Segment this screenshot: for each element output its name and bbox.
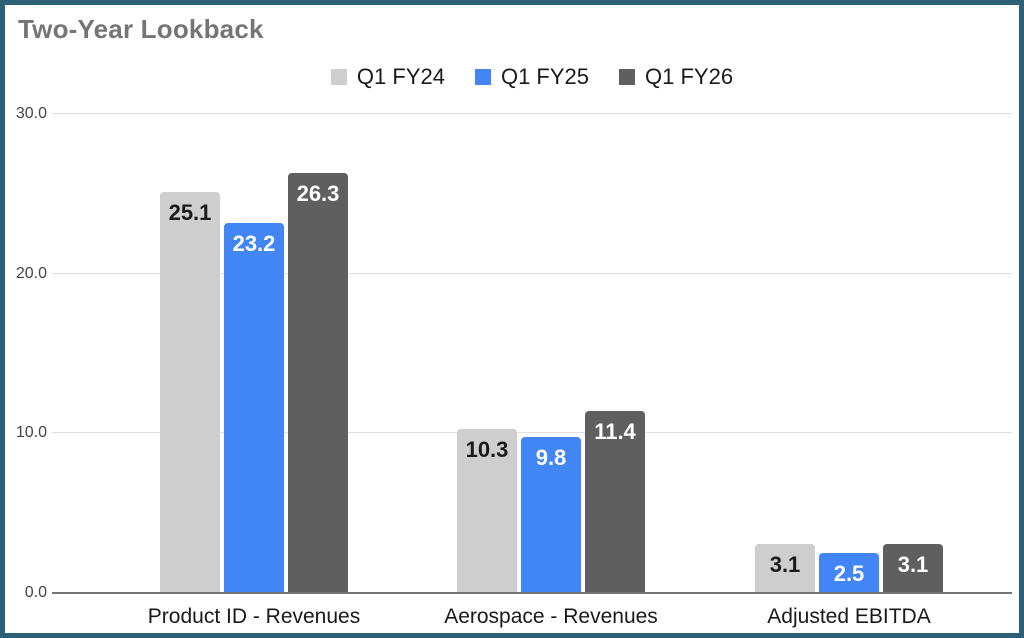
bar-value-label: 25.1 (168, 200, 212, 226)
y-tick-label: 30.0 (15, 105, 47, 122)
x-axis-baseline (52, 592, 1012, 594)
legend-swatch-icon (474, 69, 491, 85)
bar-value-label: 23.2 (232, 230, 276, 256)
gridline (52, 272, 1012, 274)
x-axis-label: Product ID - Revenues (147, 605, 361, 628)
bar-value-label: 9.8 (535, 444, 567, 470)
bar-group: 3.1 2.5 3.1 (755, 114, 943, 593)
plot-area: 0.0 10.0 20.0 30.0 25.1 23.2 26.3 10.3 9.8 11.4 3.… (5, 105, 1019, 601)
x-axis-labels: Product ID - Revenues Aerospace - Revenue… (5, 605, 1019, 633)
gridline (52, 113, 1012, 114)
bar-value-label: 26.3 (296, 181, 340, 207)
y-tick-label: 20.0 (15, 264, 47, 282)
gridline (52, 432, 1012, 434)
bar: 10.3 (457, 428, 517, 593)
bar-group: 25.1 23.2 26.3 (160, 114, 348, 593)
legend-item: Q1 FY24 (330, 64, 445, 90)
bar: 23.2 (224, 222, 284, 593)
x-axis-label: Aerospace - Revenues (444, 605, 658, 628)
bar-value-label: 3.1 (897, 551, 929, 577)
legend-item: Q1 FY25 (474, 64, 590, 90)
bar-value-label: 10.3 (465, 436, 509, 462)
legend-label: Q1 FY25 (500, 64, 590, 89)
chart-title: Two-Year Lookback (18, 14, 264, 44)
bar: 11.4 (585, 410, 645, 593)
y-tick-label: 10.0 (15, 424, 47, 442)
bar: 26.3 (288, 173, 348, 593)
bar: 9.8 (521, 436, 581, 593)
bar-value-label: 11.4 (594, 418, 636, 444)
bar: 3.1 (755, 543, 815, 593)
legend-swatch-icon (330, 69, 347, 85)
bar-group: 10.3 9.8 11.4 (457, 114, 645, 593)
legend-label: Q1 FY26 (645, 64, 734, 89)
y-tick-label: 0.0 (24, 584, 47, 601)
legend-swatch-icon (619, 69, 636, 85)
legend-item: Q1 FY26 (619, 64, 733, 90)
bar-value-label: 2.5 (833, 561, 865, 587)
bar-value-label: 3.1 (769, 551, 801, 577)
x-axis-label: Adjusted EBITDA (767, 605, 931, 628)
bar: 25.1 (160, 192, 220, 593)
bar: 2.5 (819, 553, 879, 593)
legend: Q1 FY24 Q1 FY25 Q1 FY26 (52, 61, 1012, 93)
legend-label: Q1 FY24 (356, 64, 445, 89)
bar: 3.1 (883, 543, 943, 593)
